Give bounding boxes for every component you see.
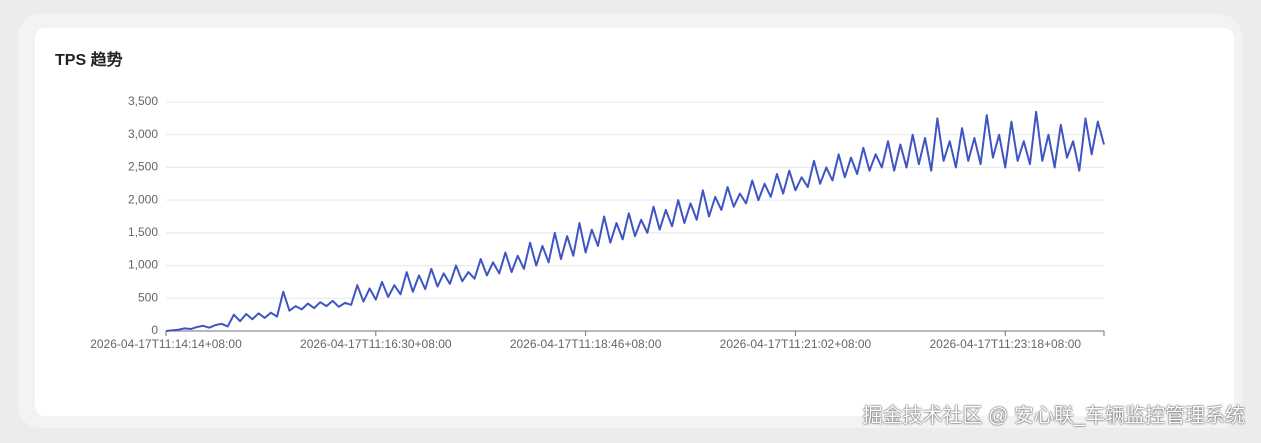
x-tick-label: 2026-04-17T11:23:18+08:00 [929, 337, 1081, 351]
y-tick-label: 1,500 [128, 225, 158, 239]
y-tick-label: 0 [151, 323, 158, 337]
y-tick-label: 3,500 [128, 94, 158, 108]
x-tick-label: 2026-04-17T11:16:30+08:00 [300, 337, 452, 351]
watermark: 掘金技术社区 @ 安心联_车辆监控管理系统 [862, 405, 1245, 427]
x-tick-label: 2026-04-17T11:18:46+08:00 [510, 337, 662, 351]
x-tick-label: 2026-04-17T11:21:02+08:00 [720, 337, 872, 351]
y-tick-label: 2,500 [128, 160, 158, 174]
y-tick-label: 1,000 [128, 258, 158, 272]
x-tick-label: 2026-04-17T11:14:14+08:00 [90, 337, 242, 351]
card [35, 28, 1234, 416]
y-tick-label: 500 [138, 290, 158, 304]
tps-line [165, 110, 1105, 332]
card-title: TPS 趋势 [55, 52, 123, 69]
y-tick-label: 2,000 [128, 192, 158, 206]
y-tick-label: 3,000 [128, 127, 158, 141]
